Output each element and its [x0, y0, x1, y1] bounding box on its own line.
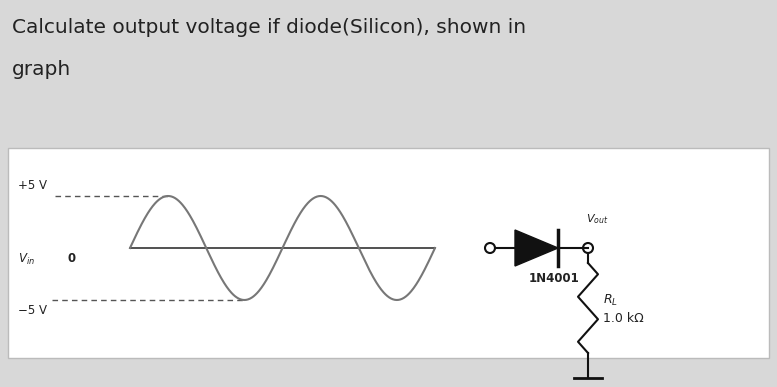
Text: $R_L$: $R_L$ [603, 293, 618, 308]
Text: $V_{in}$: $V_{in}$ [18, 252, 35, 267]
Text: −5 V: −5 V [18, 304, 47, 317]
Text: 1N4001: 1N4001 [528, 272, 579, 285]
Text: 1.0 kΩ: 1.0 kΩ [603, 312, 644, 325]
Text: +5 V: +5 V [18, 179, 47, 192]
FancyBboxPatch shape [8, 148, 769, 358]
Text: $V_{out}$: $V_{out}$ [586, 212, 608, 226]
Text: Calculate output voltage if diode(Silicon), shown in: Calculate output voltage if diode(Silico… [12, 18, 526, 37]
Text: graph: graph [12, 60, 71, 79]
Polygon shape [515, 230, 558, 266]
Text: 0: 0 [68, 252, 76, 265]
